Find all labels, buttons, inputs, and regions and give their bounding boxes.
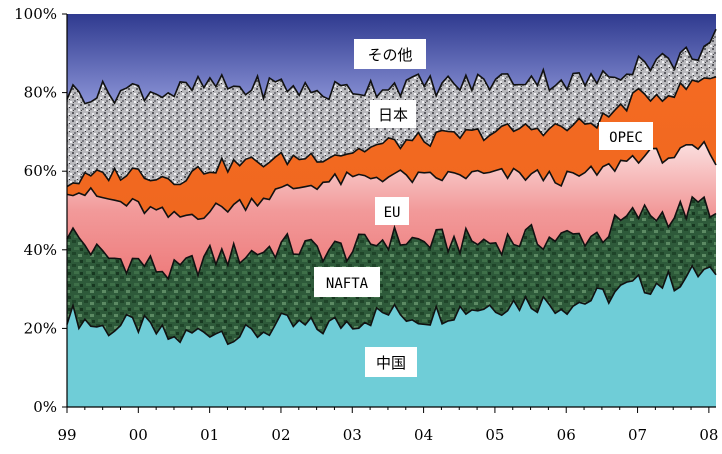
series-boundary-line-3 xyxy=(66,76,717,188)
y-tick-label: 100% xyxy=(14,5,57,23)
y-tick-label: 60% xyxy=(24,162,57,180)
series-boundary-line-0 xyxy=(66,264,717,346)
series-label: その他 xyxy=(367,46,412,64)
series-label: 日本 xyxy=(378,106,408,124)
x-tick-label: 04 xyxy=(414,426,433,444)
series-label: 中国 xyxy=(376,354,406,372)
x-tick-label: 00 xyxy=(129,426,148,444)
series-boundary-line-1 xyxy=(66,195,717,281)
x-tick-label: 08 xyxy=(699,426,718,444)
series-label-box xyxy=(599,122,653,150)
series-label-box xyxy=(365,347,417,377)
area-series-3 xyxy=(67,76,716,220)
y-tick-label: 80% xyxy=(24,84,57,102)
series-label-box xyxy=(375,197,409,225)
series-label: OPEC xyxy=(609,130,643,146)
series-label-box xyxy=(354,39,426,69)
series-label: NAFTA xyxy=(326,276,369,292)
x-tick-label: 01 xyxy=(200,426,219,444)
x-tick-label: 05 xyxy=(485,426,504,444)
x-tick-label: 07 xyxy=(628,426,647,444)
x-tick-label: 02 xyxy=(271,426,290,444)
y-tick-label: 20% xyxy=(24,319,57,337)
y-tick-label: 0% xyxy=(33,398,57,416)
series-label-box xyxy=(314,267,380,297)
area-series-1 xyxy=(67,196,716,345)
x-tick-label: 99 xyxy=(57,426,76,444)
area-series-0 xyxy=(67,265,716,407)
series-boundary-line-2 xyxy=(66,140,717,221)
x-tick-label: 03 xyxy=(343,426,362,444)
y-tick-label: 40% xyxy=(24,241,57,259)
series-label: EU xyxy=(384,205,401,221)
series-boundary-line-4 xyxy=(66,28,717,105)
series-label-box xyxy=(370,100,416,128)
x-tick-label: 06 xyxy=(557,426,576,444)
